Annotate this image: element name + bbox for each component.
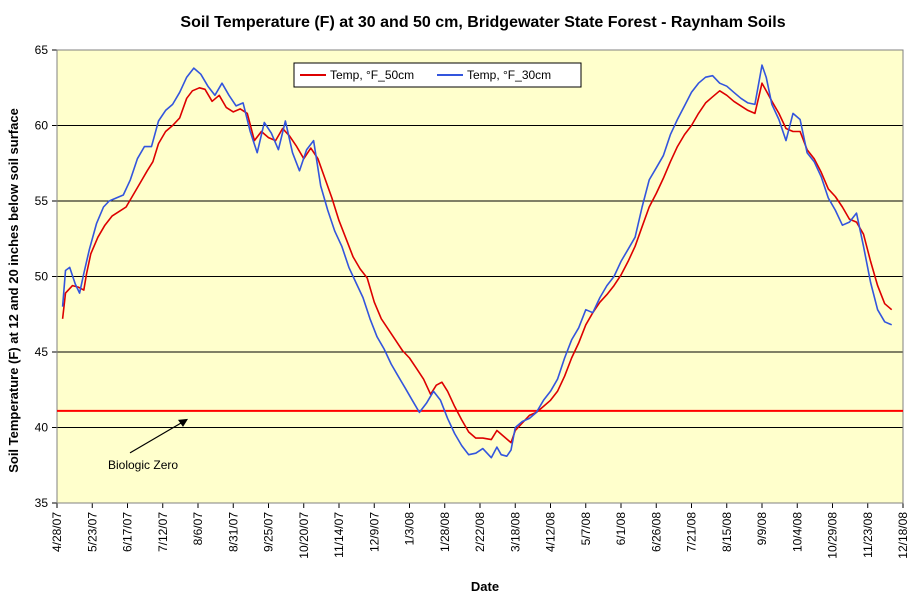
x-tick-label: 12/18/08 — [896, 512, 910, 559]
x-tick-label: 6/17/07 — [121, 512, 135, 552]
x-tick-label: 9/9/08 — [755, 512, 769, 546]
biologic-zero-label: Biologic Zero — [108, 458, 178, 472]
y-tick-label: 35 — [35, 496, 49, 510]
y-tick-label: 60 — [35, 119, 49, 133]
x-tick-label: 2/22/08 — [473, 512, 487, 552]
chart-title: Soil Temperature (F) at 30 and 50 cm, Br… — [180, 14, 785, 31]
x-tick-label: 6/26/08 — [649, 512, 663, 552]
legend-label-30cm: Temp, °F_30cm — [467, 68, 551, 82]
plot-border — [56, 49, 904, 504]
x-tick-label: 10/20/07 — [297, 512, 311, 559]
x-tick-label: 7/21/08 — [685, 512, 699, 552]
x-tick-label: 7/12/07 — [156, 512, 170, 552]
x-tick-label: 8/15/08 — [720, 512, 734, 552]
x-tick-label: 5/7/08 — [579, 512, 593, 546]
series-line-30cm — [61, 64, 893, 459]
x-tick-label: 1/3/08 — [403, 512, 417, 546]
y-axis-title: Soil Temperature (F) at 12 and 20 inches… — [6, 108, 21, 473]
x-tick-label: 1/28/08 — [438, 512, 452, 552]
x-tick-label: 4/12/08 — [544, 512, 558, 552]
annotation-arrow-head — [178, 418, 188, 427]
x-tick-label: 8/6/07 — [191, 512, 205, 546]
x-tick-label: 10/4/08 — [790, 512, 804, 552]
x-tick-label: 5/23/07 — [85, 512, 99, 552]
y-tick-label: 55 — [35, 194, 49, 208]
x-tick-label: 6/1/08 — [614, 512, 628, 546]
x-tick-label: 11/23/08 — [861, 512, 875, 558]
legend-label-50cm: Temp, °F_50cm — [330, 68, 414, 82]
x-tick-label: 8/31/07 — [226, 512, 240, 552]
series-line-50cm — [61, 82, 893, 444]
x-tick-label: 4/28/07 — [50, 512, 64, 552]
x-tick-label: 3/18/08 — [508, 512, 522, 552]
x-tick-label: 10/29/08 — [826, 512, 840, 559]
y-tick-label: 65 — [35, 43, 49, 57]
x-axis-title: Date — [471, 579, 499, 594]
x-tick-label: 11/14/07 — [332, 512, 346, 558]
y-tick-label: 45 — [35, 345, 49, 359]
y-tick-label: 40 — [35, 421, 49, 435]
x-tick-label: 9/25/07 — [262, 512, 276, 552]
y-tick-label: 50 — [35, 270, 49, 284]
x-tick-label: 12/9/07 — [367, 512, 381, 552]
annotation-arrow-line — [129, 421, 184, 454]
